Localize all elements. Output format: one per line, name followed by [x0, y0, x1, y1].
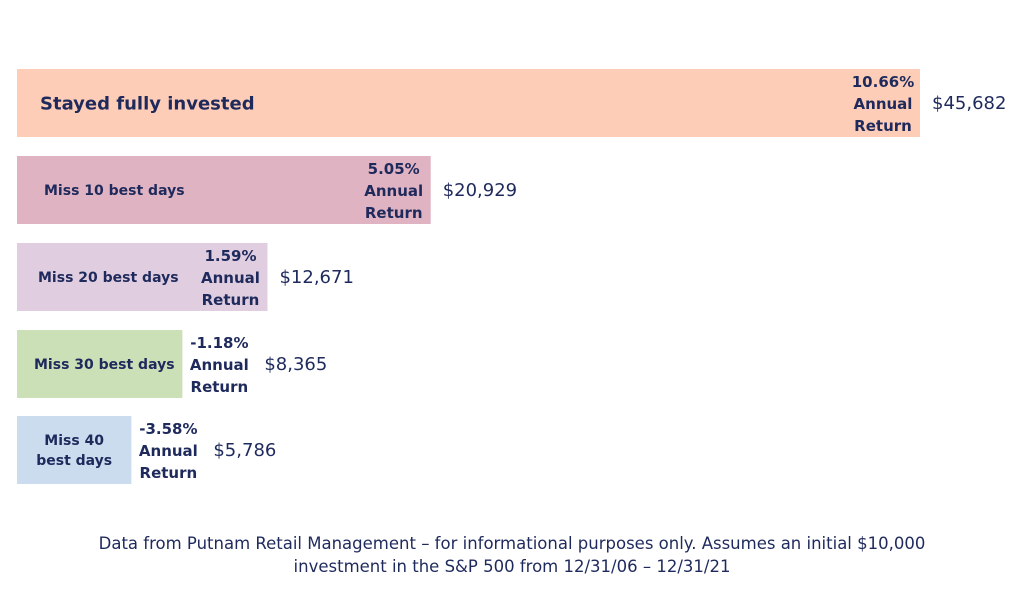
bar — [17, 69, 920, 137]
bar — [17, 156, 431, 224]
annual-return-line: Return — [191, 378, 249, 396]
bar-value-label: $8,365 — [264, 354, 327, 375]
bar-category-label: Stayed fully invested — [40, 93, 255, 114]
bar-category-line: Miss 20 best days — [38, 270, 179, 286]
bar-category-line: Miss 40 — [44, 433, 104, 449]
bar-group: Miss 30 best days -1.18% Annual Return $8,36… — [17, 330, 327, 398]
annual-return-line: Annual — [190, 356, 249, 374]
bar-category-label: Miss 20 best days — [38, 270, 179, 286]
bar-value-label: $12,671 — [279, 267, 353, 288]
bar-value-label: $20,929 — [443, 180, 517, 201]
footnote-line-1: Data from Putnam Retail Management – for… — [98, 534, 926, 553]
bar-chart: Stayed fully invested 10.66% Annual Return $… — [17, 69, 1006, 484]
footnote-line-2: investment in the S&P 500 from 12/31/06 … — [293, 557, 731, 576]
bar — [17, 416, 132, 484]
annual-return-label: -1.18% Annual Return — [190, 334, 249, 396]
bar-group: Miss 10 best days 5.05% Annual Return $20,92… — [17, 156, 517, 224]
bar-group: Stayed fully invested 10.66% Annual Return $… — [17, 69, 1006, 137]
bar — [17, 330, 183, 398]
bar-category-line: Stayed fully invested — [40, 93, 255, 114]
annual-return-line: Annual — [854, 95, 913, 113]
bar-group: Miss 40 best days -3.58% Annual Return $5,786 — [17, 416, 276, 484]
annual-return-label: 1.59% Annual Return — [201, 247, 260, 309]
annual-return-line: 1.59% — [204, 247, 256, 265]
annual-return-line: 5.05% — [368, 160, 420, 178]
annual-return-label: 10.66% Annual Return — [852, 73, 914, 135]
bar-category-label: Miss 30 best days — [34, 357, 175, 373]
annual-return-line: Annual — [139, 442, 198, 460]
footnote: Data from Putnam Retail Management – for… — [0, 532, 1024, 578]
bar-group: Miss 20 best days 1.59% Annual Return $12,67… — [17, 243, 354, 311]
bar-value-label: $45,682 — [932, 93, 1006, 114]
annual-return-line: -1.18% — [190, 334, 248, 352]
bar-category-line: Miss 10 best days — [44, 183, 185, 199]
bar-category-label: Miss 10 best days — [44, 183, 185, 199]
bar — [17, 243, 268, 311]
annual-return-line: Return — [365, 204, 423, 222]
bar-category-line: best days — [36, 453, 112, 469]
annual-return-line: Return — [202, 291, 260, 309]
annual-return-line: -3.58% — [139, 420, 197, 438]
annual-return-line: Return — [140, 464, 198, 482]
bar-category-line: Miss 30 best days — [34, 357, 175, 373]
annual-return-line: Annual — [201, 269, 260, 287]
annual-return-line: Annual — [364, 182, 423, 200]
annual-return-label: 5.05% Annual Return — [364, 160, 423, 222]
bar-value-label: $5,786 — [213, 440, 276, 461]
annual-return-line: 10.66% — [852, 73, 914, 91]
bar-category-label: Miss 40 best days — [36, 433, 112, 469]
annual-return-label: -3.58% Annual Return — [139, 420, 198, 482]
annual-return-line: Return — [854, 117, 912, 135]
